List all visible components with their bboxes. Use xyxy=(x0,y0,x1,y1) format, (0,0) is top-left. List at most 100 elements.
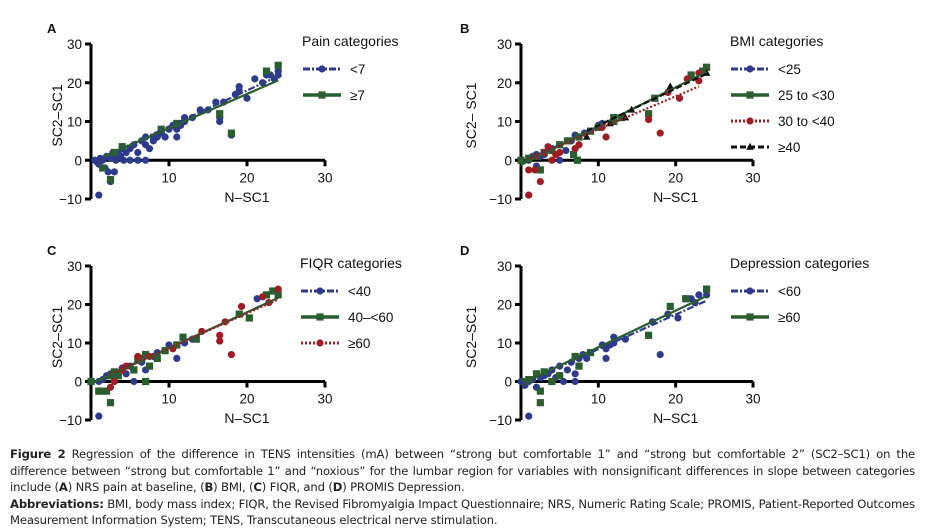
legend-title: FIQR categories xyxy=(300,255,402,271)
legend-swatch xyxy=(301,313,339,321)
regression-line xyxy=(524,295,708,383)
x-axis-title: N–SC1 xyxy=(224,189,269,205)
legend-item: 25 to <30 xyxy=(730,82,835,108)
legend-title: Depression categories xyxy=(730,255,870,271)
data-point xyxy=(517,156,525,164)
scatter-plot: −10 0 10 20 30 10 20 30 N–SC1 SC2–SC1 xyxy=(49,259,333,428)
regression-line xyxy=(528,85,700,160)
data-point xyxy=(602,133,610,141)
data-point xyxy=(573,156,582,164)
legend-item: ≥60 xyxy=(300,330,402,356)
legend-item: ≥60 xyxy=(730,304,869,330)
panel-d: D −10 0 10 20 30 10 20 30 N–SC1 SC2–SC1 Depressio… xyxy=(460,225,925,445)
x-axis-title: N–SC1 xyxy=(653,410,698,426)
data-point xyxy=(602,354,610,362)
y-axis-title: SC2– SC1 xyxy=(463,82,479,148)
x-tick-label: 20 xyxy=(239,392,254,407)
data-point xyxy=(656,350,664,359)
data-point xyxy=(235,83,243,91)
data-point xyxy=(274,61,282,69)
data-point xyxy=(645,110,653,118)
data-point xyxy=(173,354,181,362)
data-point xyxy=(548,377,556,386)
x-tick-label: 20 xyxy=(668,170,683,185)
legend-item: ≥40 xyxy=(730,134,835,160)
data-point xyxy=(525,412,533,420)
data-point xyxy=(666,302,674,311)
y-tick-label: 10 xyxy=(497,336,512,351)
legend-swatch xyxy=(731,287,769,295)
legend-item: 40–<60 xyxy=(300,304,402,330)
x-tick-label: 30 xyxy=(317,392,332,407)
data-point xyxy=(645,331,653,339)
scatter-plot: −10 0 10 20 30 10 20 30 N–SC1 SC2–SC1 xyxy=(49,37,333,207)
data-point xyxy=(575,141,583,149)
legend-swatch xyxy=(301,339,339,347)
data-point xyxy=(583,354,591,362)
data-point xyxy=(161,133,169,141)
data-point xyxy=(645,115,653,124)
legend-swatch xyxy=(731,91,769,99)
data-point xyxy=(532,370,541,378)
y-tick-label: 20 xyxy=(497,298,512,313)
data-point xyxy=(134,156,142,164)
legend-item: 30 to <40 xyxy=(730,108,835,134)
data-point xyxy=(130,366,138,374)
data-point xyxy=(259,293,267,301)
y-tick-label: 20 xyxy=(67,298,82,313)
legend-item: <25 xyxy=(730,56,835,82)
data-point xyxy=(269,287,277,295)
y-tick-label: 0 xyxy=(74,153,82,168)
data-point xyxy=(227,350,235,359)
x-tick-label: 10 xyxy=(591,392,606,407)
y-tick-label: 0 xyxy=(74,375,82,390)
abbreviations-text: BMI, body mass index; FIQR, the Revised … xyxy=(10,496,915,528)
data-point xyxy=(682,295,690,303)
y-tick-label: −10 xyxy=(59,413,82,428)
data-point xyxy=(110,168,118,176)
data-point xyxy=(216,337,224,345)
y-tick-label: −10 xyxy=(489,413,512,428)
data-point xyxy=(153,354,161,362)
data-point xyxy=(531,166,539,174)
data-point xyxy=(262,291,271,299)
data-point xyxy=(142,350,150,359)
data-point xyxy=(95,387,103,395)
caption-ref: D xyxy=(332,480,343,494)
data-point xyxy=(556,148,564,157)
regression-line xyxy=(520,299,708,385)
x-tick-label: 20 xyxy=(239,170,254,185)
legend-swatch xyxy=(731,65,769,73)
data-point xyxy=(556,156,564,164)
data-point xyxy=(536,166,544,174)
panel-b: B −10 0 10 20 30 10 20 30 N–SC1 SC2– SC1 BMI cate… xyxy=(460,0,925,225)
data-point xyxy=(525,191,533,199)
x-axis-title: N–SC1 xyxy=(224,410,269,426)
data-point xyxy=(227,129,235,137)
data-point xyxy=(142,377,150,386)
data-point xyxy=(569,150,578,159)
data-point xyxy=(571,370,579,378)
data-point xyxy=(703,285,711,293)
data-point xyxy=(262,67,271,75)
data-point xyxy=(251,75,259,83)
panel-label: B xyxy=(460,21,470,36)
data-point xyxy=(87,377,95,386)
caption-text: Regression of the difference in TENS int… xyxy=(10,447,915,494)
data-point xyxy=(274,67,282,75)
data-point xyxy=(134,356,142,364)
data-point xyxy=(243,94,251,102)
y-tick-label: 30 xyxy=(497,37,512,52)
data-point xyxy=(142,156,150,164)
data-point xyxy=(571,352,579,361)
x-tick-label: 20 xyxy=(668,392,683,407)
x-tick-label: 10 xyxy=(161,392,176,407)
figure-label: Figure 2 xyxy=(10,447,66,461)
data-point xyxy=(666,82,675,90)
data-point xyxy=(104,168,112,176)
legend: BMI categories <25 25 to <30 30 to <40 ≥40 xyxy=(730,33,835,160)
data-point xyxy=(134,148,142,157)
regression-line xyxy=(586,72,708,132)
caption-text: ) BMI, ( xyxy=(213,480,254,494)
data-point xyxy=(103,387,111,395)
